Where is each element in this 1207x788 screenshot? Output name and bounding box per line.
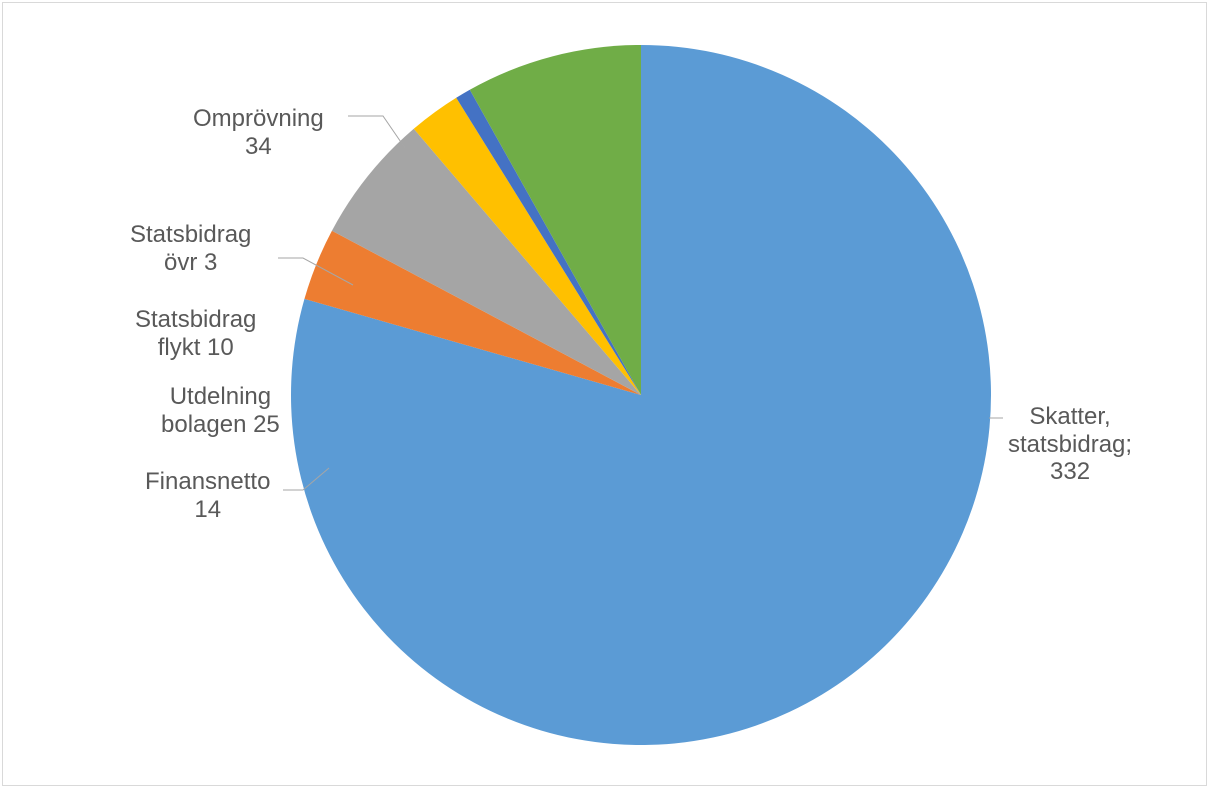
slice-label: Omprövning34 — [193, 105, 324, 160]
slice-label-text: Omprövning — [193, 105, 324, 132]
slice-label-value: 14 — [194, 496, 221, 523]
slice-label-value: bolagen 25 — [161, 411, 280, 438]
slice-label-text: Statsbidrag — [135, 306, 256, 333]
leader-line — [348, 116, 405, 148]
slice-label-text: Statsbidrag — [130, 221, 251, 248]
slice-label-text: Skatter, — [1029, 403, 1110, 430]
slice-label-text: statsbidrag; — [1008, 431, 1132, 458]
slice-label: Finansnetto14 — [145, 468, 270, 523]
slice-label-text: Utdelning — [170, 383, 271, 410]
slice-label-text: Finansnetto — [145, 468, 270, 495]
slice-label: Utdelningbolagen 25 — [161, 383, 280, 438]
slice-label: Skatter,statsbidrag;332 — [1008, 403, 1132, 486]
slice-label-value: 332 — [1050, 458, 1090, 485]
slice-label: Statsbidragflykt 10 — [135, 306, 256, 361]
slice-label: Statsbidragövr 3 — [130, 221, 251, 276]
pie-slices-group — [291, 45, 991, 745]
slice-label-value: 34 — [245, 133, 272, 160]
slice-label-value: flykt 10 — [158, 334, 234, 361]
pie-chart-container: Skatter,statsbidrag;332 Finansnetto14 Utde… — [2, 2, 1207, 786]
slice-label-value: övr 3 — [164, 249, 217, 276]
